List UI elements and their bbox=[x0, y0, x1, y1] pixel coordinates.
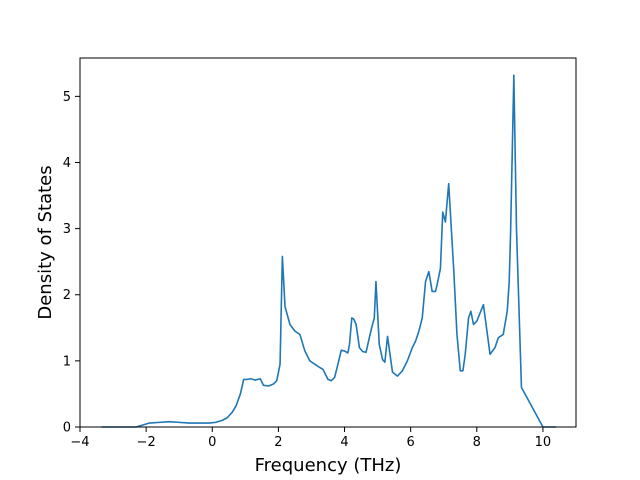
y-tick-label: 2 bbox=[63, 288, 71, 303]
dos-series-line bbox=[101, 74, 557, 428]
y-tick-label: 1 bbox=[63, 354, 71, 369]
y-tick-label: 4 bbox=[63, 156, 71, 171]
series-layer bbox=[101, 74, 557, 428]
x-tick-label: 10 bbox=[535, 435, 552, 450]
x-tick-label: 0 bbox=[208, 435, 216, 450]
x-tick-label: 4 bbox=[340, 435, 348, 450]
x-tick-label: 6 bbox=[407, 435, 415, 450]
y-tick-label: 0 bbox=[63, 421, 71, 436]
y-tick-label: 5 bbox=[63, 90, 71, 105]
ticks-layer: −4 −2 0 2 4 6 8 10 0 1 2 3 4 5 bbox=[63, 90, 551, 450]
x-tick-label: −4 bbox=[70, 435, 89, 450]
x-axis-label: Frequency (THz) bbox=[255, 455, 402, 476]
y-tick-label: 3 bbox=[63, 222, 71, 237]
x-tick-label: 8 bbox=[473, 435, 481, 450]
plot-frame bbox=[79, 57, 577, 428]
x-tick-label: 2 bbox=[274, 435, 282, 450]
y-axis-label: Density of States bbox=[35, 165, 56, 319]
x-tick-label: −2 bbox=[137, 435, 156, 450]
